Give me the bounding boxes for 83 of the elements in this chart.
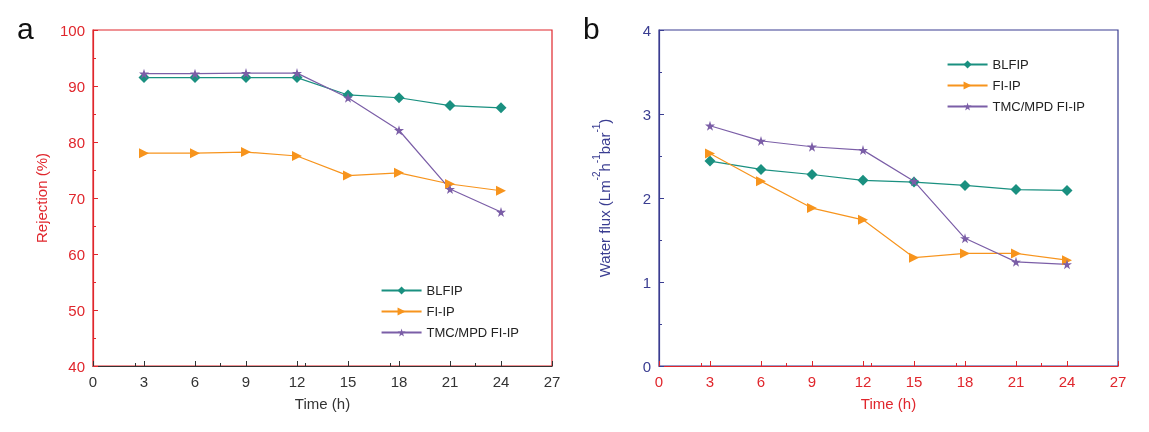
y-tick-label: 80 xyxy=(68,133,85,151)
x-tick-label: 9 xyxy=(241,373,251,390)
y-axis-title: Water flux (Lm-2h-1bar-1) xyxy=(590,118,613,278)
y-tick-label: 50 xyxy=(68,301,85,319)
x-axis-title: Time (h) xyxy=(860,395,917,412)
point xyxy=(445,184,455,195)
point xyxy=(705,148,715,159)
y-tick-label: 90 xyxy=(68,77,85,95)
y-tick-label: 1 xyxy=(642,273,651,291)
point xyxy=(1010,184,1022,196)
point xyxy=(857,174,869,186)
point xyxy=(806,168,818,180)
legend-label: BLFIP xyxy=(426,283,463,298)
point xyxy=(343,170,353,181)
x-tick-label: 18 xyxy=(390,373,408,390)
point xyxy=(960,248,970,259)
point xyxy=(1062,259,1072,270)
point xyxy=(704,155,716,167)
y-tick-label: 100 xyxy=(59,21,85,39)
point xyxy=(807,141,817,152)
x-tick-label: 3 xyxy=(139,373,149,390)
y-tick-label: 70 xyxy=(68,189,85,207)
point xyxy=(393,92,405,104)
legend-label: TMC/MPD FI-IP xyxy=(426,325,519,340)
x-tick-label: 24 xyxy=(1058,373,1076,390)
y-tick-label: 0 xyxy=(642,357,651,375)
legend-label: FI-IP xyxy=(992,78,1021,93)
x-tick-label: 12 xyxy=(288,373,306,390)
x-tick-label: 0 xyxy=(88,373,98,390)
point xyxy=(858,145,868,156)
x-tick-label: 0 xyxy=(654,373,664,390)
point xyxy=(1011,256,1021,267)
y-tick-label: 3 xyxy=(642,105,651,123)
y-tick-label: 2 xyxy=(642,189,651,207)
x-tick-label: 18 xyxy=(956,373,974,390)
x-tick-label: 27 xyxy=(543,373,561,390)
point xyxy=(858,214,868,225)
legend-label: BLFIP xyxy=(992,57,1029,72)
point xyxy=(705,120,715,131)
point xyxy=(495,102,507,114)
y-tick-label: 4 xyxy=(642,21,651,39)
point xyxy=(445,179,455,189)
x-tick-label: 15 xyxy=(905,373,923,390)
x-tick-label: 3 xyxy=(705,373,715,390)
x-tick-label: 9 xyxy=(807,373,817,390)
y-axis-title: Rejection (%) xyxy=(33,152,51,244)
point xyxy=(755,163,767,175)
x-tick-label: 21 xyxy=(1007,373,1025,390)
y-tick-label: 40 xyxy=(68,357,85,375)
point xyxy=(394,167,404,178)
x-axis-title: Time (h) xyxy=(294,395,351,412)
point xyxy=(292,68,302,79)
point xyxy=(756,135,766,146)
chart-title: a xyxy=(17,11,34,45)
point xyxy=(1061,184,1073,196)
point xyxy=(190,148,200,159)
point xyxy=(292,151,302,161)
x-tick-label: 21 xyxy=(441,373,459,390)
legend-label: TMC/MPD FI-IP xyxy=(992,99,1085,114)
legend-label: FI-IP xyxy=(426,304,455,319)
point xyxy=(190,68,200,79)
point xyxy=(909,252,919,263)
point xyxy=(496,185,506,196)
x-tick-label: 6 xyxy=(190,373,200,390)
point xyxy=(1011,248,1021,259)
point xyxy=(241,68,251,79)
point xyxy=(139,68,149,79)
y-tick-label: 60 xyxy=(68,245,85,263)
point xyxy=(960,233,970,244)
point xyxy=(496,207,506,217)
x-tick-label: 27 xyxy=(1109,373,1127,390)
point xyxy=(959,179,971,191)
point xyxy=(139,148,149,159)
point xyxy=(444,100,456,112)
point xyxy=(241,147,251,158)
x-tick-label: 15 xyxy=(339,373,357,390)
x-tick-label: 6 xyxy=(756,373,766,390)
x-tick-label: 12 xyxy=(854,373,872,390)
chart-title: b xyxy=(583,11,600,45)
point xyxy=(807,203,817,214)
point xyxy=(756,176,766,187)
point xyxy=(394,125,404,136)
x-tick-label: 24 xyxy=(492,373,510,390)
